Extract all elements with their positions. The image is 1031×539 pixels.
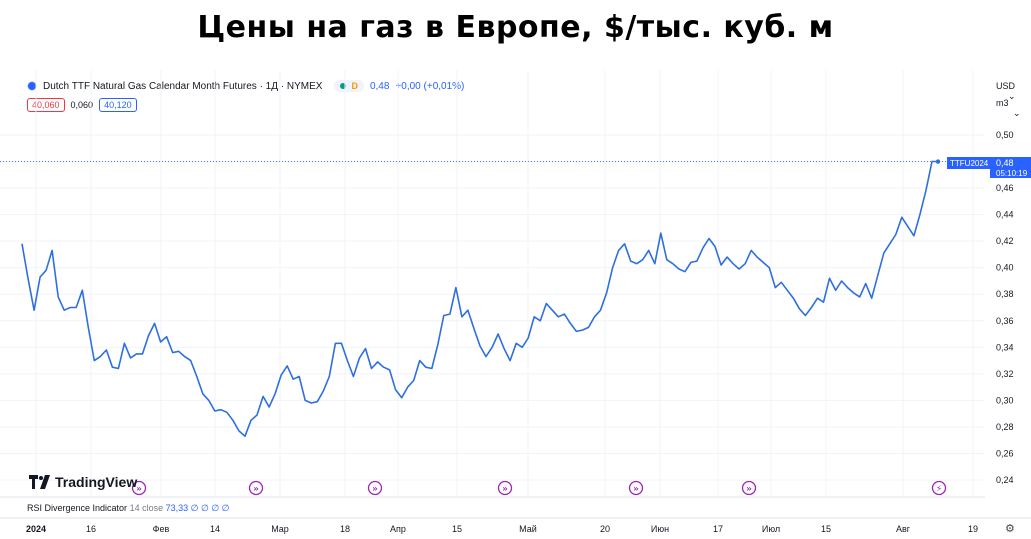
spread-value: 0,060 <box>70 100 94 110</box>
rsi-legend[interactable]: RSI Divergence Indicator 14 close 73,33 … <box>27 503 230 514</box>
svg-text:»: » <box>136 485 142 495</box>
x-tick-label: Апр <box>390 524 406 534</box>
series-line <box>21 160 938 437</box>
x-tick-label: Авг <box>896 524 911 534</box>
buy-button[interactable]: 40,120 <box>99 98 137 112</box>
x-tick-label: Июл <box>762 524 780 534</box>
price-tag-value: 0,48 <box>996 158 1014 168</box>
y-tick-label: 0,26 <box>996 448 1014 458</box>
tradingview-icon <box>29 475 50 489</box>
x-tick-label: 15 <box>452 524 462 534</box>
y-tick-label: 0,42 <box>996 236 1014 246</box>
x-tick-label: Июн <box>651 524 669 534</box>
y-tick-label: 0,28 <box>996 422 1014 432</box>
rsi-params: 14 close <box>129 503 164 513</box>
chevron-down-icon: ⌄ <box>1008 91 1016 101</box>
svg-text:»: » <box>746 485 752 495</box>
dividend-event-icon: » <box>367 480 383 496</box>
price-tag-countdown: 05:10:19 <box>996 169 1028 178</box>
x-tick-label: 19 <box>968 524 978 534</box>
y-tick-label: 0,34 <box>996 342 1014 352</box>
y-tick-label: 0,32 <box>996 369 1014 379</box>
last-price: 0,48 <box>369 80 390 92</box>
price-tag: TTFU2024 0,48 05:10:19 <box>947 157 1031 178</box>
sell-button[interactable]: 40,060 <box>27 98 65 112</box>
x-tick-label: 16 <box>86 524 96 534</box>
svg-text:⚡: ⚡ <box>936 485 942 495</box>
currency-select[interactable]: USD ⌄ <box>996 81 1031 102</box>
chart-grid <box>0 70 985 497</box>
rsi-value: 73,33 <box>165 503 189 513</box>
y-tick-label: 0,24 <box>996 475 1014 485</box>
x-tick-label: 17 <box>713 524 723 534</box>
quote-bar: 40,060 0,060 40,120 <box>27 98 137 112</box>
x-tick-label: Фев <box>153 524 170 534</box>
x-tick-label: 20 <box>600 524 610 534</box>
dividend-event-icon: » <box>131 480 147 496</box>
y-tick-label: 0,36 <box>996 316 1014 326</box>
gear-icon[interactable]: ⚙ <box>1005 523 1015 535</box>
x-tick-label: Май <box>519 524 537 534</box>
data-point <box>935 159 941 164</box>
market-status[interactable]: D <box>334 80 364 92</box>
currency-label: USD <box>996 81 1016 91</box>
x-tick-label: 2024 <box>26 524 46 534</box>
y-tick-label: 0,50 <box>996 130 1014 140</box>
symbol-title[interactable]: Dutch TTF Natural Gas Calendar Month Fut… <box>43 80 323 92</box>
market-open-dot-icon <box>340 83 347 89</box>
price-tag-ticker: TTFU2024 <box>950 159 989 168</box>
svg-text:»: » <box>633 485 639 495</box>
chevron-down-icon: ⌄ <box>1013 108 1021 118</box>
headline: Цены на газ в Европе, $/тыс. куб. м <box>197 10 834 45</box>
series-points <box>21 159 941 437</box>
symbol-legend[interactable]: Dutch TTF Natural Gas Calendar Month Fut… <box>27 80 464 92</box>
brand-name: TradingView <box>55 474 138 490</box>
y-tick-label: 0,46 <box>996 183 1014 193</box>
price-change: +0,00 (+0,01%) <box>395 80 465 92</box>
svg-text:»: » <box>502 485 508 495</box>
x-axis: 2024 16 Фев 14 Мар 18 Апр 15 Май 20 Июн 17 Июл 15 Авг 1… <box>26 524 978 534</box>
rsi-label: RSI Divergence Indicator <box>27 503 128 513</box>
rsi-null-values: ∅ ∅ ∅ ∅ <box>190 503 230 513</box>
x-tick-label: 15 <box>821 524 831 534</box>
y-tick-label: 0,40 <box>996 263 1014 273</box>
dividend-event-icon: » <box>497 480 513 496</box>
svg-text:»: » <box>372 485 378 495</box>
x-tick-label: Мар <box>271 524 289 534</box>
event-markers: » » » » » » ⚡ <box>131 480 947 496</box>
dividend-event-icon: » <box>248 480 264 496</box>
dividend-event-icon: » <box>628 480 644 496</box>
tradingview-logo[interactable]: TradingView <box>29 474 137 490</box>
unit-select[interactable]: m3 ⌄ <box>996 98 1031 119</box>
y-axis: 0,50 0,48 0,46 0,44 0,42 0,40 0,38 0,36 0,34 0,32… <box>996 130 1014 485</box>
lightning-event-icon: ⚡ <box>931 480 947 496</box>
svg-text:»: » <box>253 485 259 495</box>
y-tick-label: 0,38 <box>996 289 1014 299</box>
x-tick-label: 18 <box>340 524 350 534</box>
delayed-badge: D <box>351 81 358 91</box>
x-tick-label: 14 <box>210 524 220 534</box>
y-tick-label: 0,44 <box>996 210 1014 220</box>
dividend-event-icon: » <box>741 480 757 496</box>
y-tick-label: 0,30 <box>996 395 1014 405</box>
unit-label: m3 <box>996 98 1009 108</box>
